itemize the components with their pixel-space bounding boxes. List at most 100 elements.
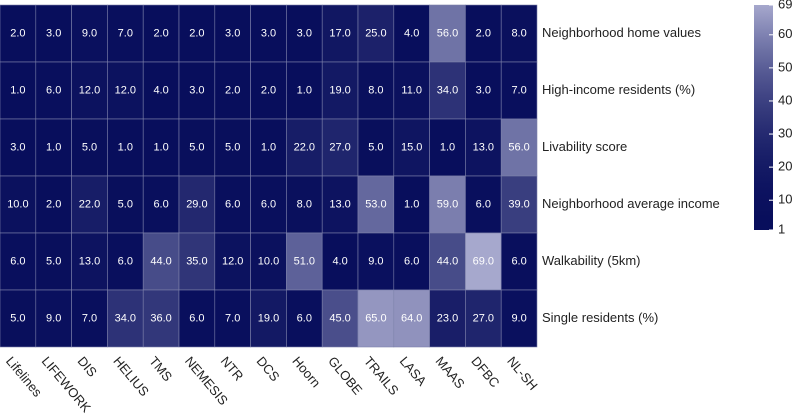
heatmap-cell (357, 175, 395, 234)
cell-label: 3.0 (261, 27, 276, 39)
cell-label: 1.0 (153, 141, 168, 153)
heatmap-cell (321, 4, 359, 63)
column-label: HELIUS (110, 353, 152, 399)
heatmap-cell (429, 118, 466, 177)
cell-label: 9.0 (46, 312, 61, 324)
heatmap-cell (71, 118, 108, 177)
cell-label: 19.0 (329, 84, 350, 96)
cell-label: 1.0 (440, 141, 455, 153)
column-label: NL-SH (504, 353, 541, 393)
cell-label: 2.0 (476, 27, 491, 39)
cell-label: 3.0 (225, 27, 240, 39)
cell-label: 5.0 (10, 312, 25, 324)
cell-label: 3.0 (10, 141, 25, 153)
cell-label: 5.0 (225, 141, 240, 153)
colorbar-tick-label: 30 (778, 125, 792, 140)
row-label: Neighborhood average income (542, 196, 720, 211)
cell-label: 11.0 (401, 84, 422, 96)
heatmap-cell (178, 118, 216, 177)
cell-label: 15.0 (401, 141, 422, 153)
heatmap-cell (357, 289, 395, 348)
cell-label: 7.0 (82, 312, 97, 324)
heatmap-cell (71, 175, 108, 234)
cell-label: 7.0 (118, 27, 133, 39)
column-label: TMS (146, 353, 175, 384)
cell-label: 3.0 (189, 84, 204, 96)
heatmap-cell (393, 289, 430, 348)
heatmap-cell (250, 289, 287, 348)
row-label: High-income residents (%) (542, 82, 695, 97)
cell-label: 3.0 (297, 27, 312, 39)
cell-label: 6.0 (511, 255, 526, 267)
heatmap-cell (286, 232, 323, 291)
cell-label: 12.0 (79, 84, 100, 96)
cell-label: 19.0 (258, 312, 279, 324)
cell-label: 35.0 (186, 255, 207, 267)
cell-label: 4.0 (153, 84, 168, 96)
column-label: DCS (254, 353, 283, 384)
heatmap-cell (142, 175, 180, 234)
cell-label: 6.0 (404, 255, 419, 267)
heatmap-cell (107, 289, 144, 348)
heatmap-cell (465, 118, 502, 177)
cell-label: 5.0 (82, 141, 97, 153)
cell-label: 5.0 (368, 141, 383, 153)
cell-label: 27.0 (473, 312, 494, 324)
heatmap-cell (393, 4, 430, 63)
row-label: Livability score (542, 139, 627, 154)
heatmap-cell (465, 175, 502, 234)
colorbar (754, 5, 773, 230)
cell-label: 44.0 (150, 255, 171, 267)
cell-label: 9.0 (511, 312, 526, 324)
cell-label: 2.0 (225, 84, 240, 96)
heatmap-cell (71, 61, 108, 120)
heatmap-cell (429, 232, 466, 291)
column-label: TRAILS (361, 353, 402, 398)
row-label: Neighborhood home values (542, 25, 701, 40)
heatmap-cell (0, 175, 37, 234)
cell-label: 8.0 (297, 198, 312, 210)
heatmap-cell (71, 232, 108, 291)
cell-label: 6.0 (118, 255, 133, 267)
cell-label: 7.0 (511, 84, 526, 96)
cell-label: 39.0 (508, 198, 529, 210)
cell-label: 1.0 (46, 141, 61, 153)
cell-label: 44.0 (437, 255, 458, 267)
cell-label: 5.0 (118, 198, 133, 210)
cell-label: 64.0 (401, 312, 422, 324)
cell-label: 1.0 (10, 84, 25, 96)
heatmap-cell (35, 175, 72, 234)
heatmap-cell (142, 61, 180, 120)
heatmap-cell (321, 61, 359, 120)
heatmap-cell (500, 232, 538, 291)
heatmap-cell (321, 118, 359, 177)
heatmap-cell (107, 175, 144, 234)
heatmap-cell (107, 4, 144, 63)
cell-label: 51.0 (294, 255, 315, 267)
cell-label: 1.0 (297, 84, 312, 96)
heatmap-cell (321, 175, 359, 234)
colorbar-tick-label: 69 (778, 0, 792, 11)
cell-label: 2.0 (10, 27, 25, 39)
heatmap-cell (429, 61, 466, 120)
colorbar-tick-label: 40 (778, 92, 792, 107)
cell-label: 6.0 (10, 255, 25, 267)
heatmap-cell (321, 232, 359, 291)
cell-label: 2.0 (153, 27, 168, 39)
cell-label: 13.0 (79, 255, 100, 267)
column-label: DFBC (468, 353, 502, 390)
heatmap-cell (178, 61, 216, 120)
cell-label: 56.0 (508, 141, 529, 153)
colorbar-tick-label: 20 (778, 159, 792, 174)
cell-label: 9.0 (82, 27, 97, 39)
row-label: Single residents (%) (542, 310, 658, 325)
cell-label: 2.0 (46, 198, 61, 210)
cell-label: 34.0 (115, 312, 136, 324)
cell-label: 9.0 (368, 255, 383, 267)
heatmap-cell (500, 289, 538, 348)
heatmap-cell (393, 61, 430, 120)
cell-label: 25.0 (365, 27, 386, 39)
cell-label: 34.0 (437, 84, 458, 96)
heatmap-cell (500, 4, 538, 63)
cell-label: 1.0 (261, 141, 276, 153)
